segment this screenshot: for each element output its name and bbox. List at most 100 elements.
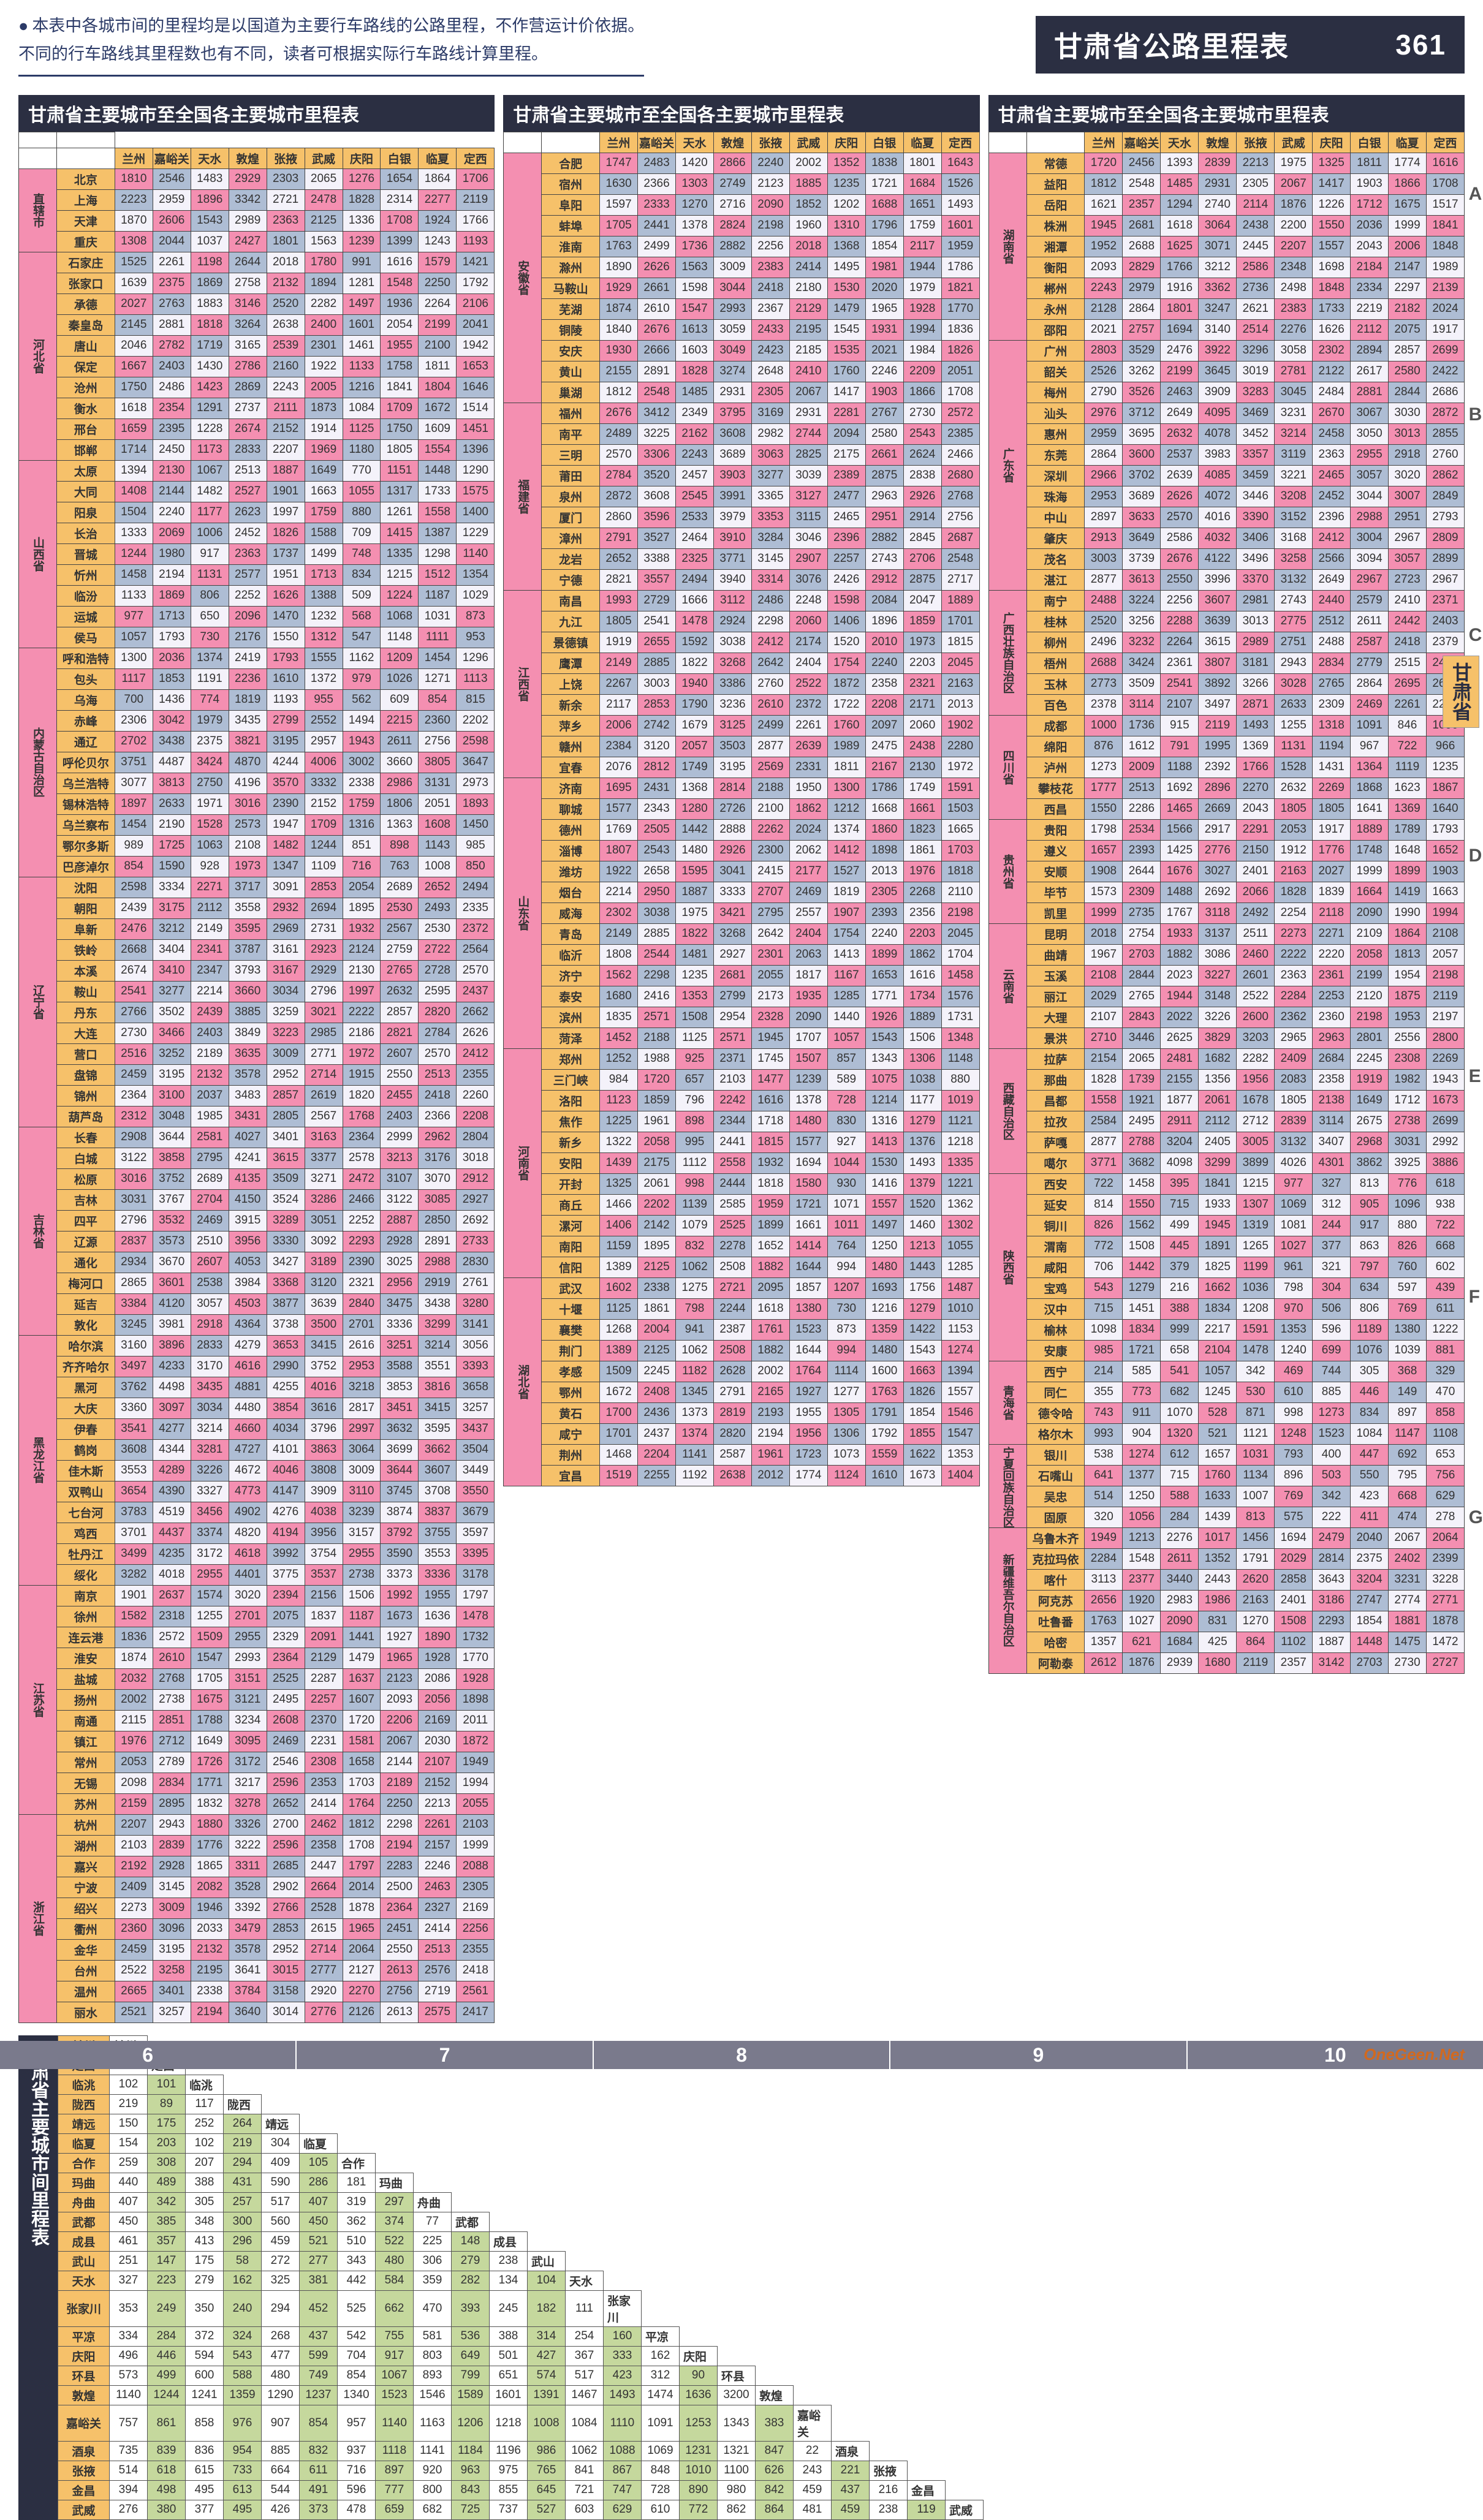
mileage-cell-t1-浙江省-台州-武威: 2777 (305, 1960, 343, 1981)
mileage-cell-t3-西藏自治区-拉萨-定西: 2269 (1426, 1048, 1464, 1069)
mileage-cell-t3-云南省-大理-临夏: 1953 (1389, 1007, 1427, 1027)
mileage-cell-t1-河北省-邢台-天水: 1228 (191, 418, 229, 439)
triangle-empty-12-9 (946, 2271, 984, 2290)
mileage-cell-t2-江西省-南昌-临夏: 2047 (903, 590, 941, 611)
mileage-cell-t1-浙江省-丽水-定西: 2417 (457, 2002, 495, 2022)
mileage-cell-t3-湖南省-益阳-白银: 1903 (1351, 173, 1389, 194)
city-label-t1-4-2: 阜新 (56, 918, 115, 939)
triangle-cell-张掖-临夏: 611 (300, 2461, 338, 2480)
mileage-cell-t3-云南省-景洪-定西: 2800 (1426, 1027, 1464, 1048)
table-row: 克拉玛依 2284 1548 2611 1352 1791 2029 2814 2375 2402… (988, 1548, 1464, 1569)
mileage-cell-t1-河北省-保定-张掖: 2160 (267, 356, 305, 377)
mileage-cell-t2-安徽省-宿州-天水: 1303 (676, 173, 714, 194)
mileage-cell-t1-黑龙江省-哈尔滨-定西: 3056 (457, 1335, 495, 1356)
mileage-cell-t3-贵州省-贵阳-嘉峪关: 2534 (1123, 819, 1161, 840)
triangle-empty-13-1 (680, 2290, 718, 2326)
mileage-cell-t1-吉林省-敦化-天水: 2918 (191, 1314, 229, 1335)
table-row: 鹰潭 2149 2885 1822 3268 2642 2404 1754 2240 2203 20… (504, 653, 979, 673)
mileage-cell-t1-黑龙江省-双鸭山-天水: 3327 (191, 1481, 229, 1502)
mileage-cell-t3-湖南省-益阳-定西: 1708 (1426, 173, 1464, 194)
mileage-cell-t1-浙江省-湖州-武威: 2358 (305, 1835, 343, 1856)
triangle-empty-3-7 (528, 2094, 566, 2114)
mileage-cell-t1-吉林省-辽源-武威: 3092 (305, 1231, 343, 1252)
mileage-cell-t1-内蒙古自治区-包头-定西: 1113 (457, 668, 495, 689)
mileage-cell-t3-广东省-广州-兰州: 2803 (1085, 340, 1123, 361)
bottom-strip-segment-7[interactable]: 7 (297, 2041, 593, 2069)
mileage-cell-t2-湖北省-十堰-白银: 1216 (865, 1298, 903, 1319)
mileage-cell-t2-安徽省-阜阳-张掖: 2090 (751, 194, 789, 215)
mileage-cell-t1-吉林省-长春-兰州: 2908 (115, 1127, 153, 1148)
mileage-cell-t2-安徽省-安庆-定西: 1826 (941, 340, 979, 361)
mileage-cell-t1-山西省-侯马-武威: 1312 (305, 627, 343, 648)
mileage-cell-t1-江苏省-扬州-武威: 2257 (305, 1689, 343, 1710)
mileage-cell-t2-安徽省-巢湖-天水: 1485 (676, 382, 714, 403)
mileage-cell-t3-陕西省-渭南-临夏: 826 (1389, 1236, 1427, 1257)
mileage-cell-t1-内蒙古自治区-呼和浩特-天水: 1374 (191, 648, 229, 668)
mileage-cell-t3-广东省-肇庆-武威: 3168 (1275, 528, 1313, 548)
mileage-cell-t1-黑龙江省-牡丹江-兰州: 3499 (115, 1543, 153, 1564)
mileage-cell-t1-山西省-侯马-定西: 953 (457, 627, 495, 648)
mileage-cell-t3-云南省-景洪-武威: 2965 (1275, 1027, 1313, 1048)
mileage-cell-t1-辽宁省-铁岭-武威: 2923 (305, 939, 343, 960)
bottom-strip-segment-8[interactable]: 8 (594, 2041, 890, 2069)
mileage-cell-t3-广东省-湛江-定西: 2967 (1426, 569, 1464, 590)
table-row: 永州 2128 2864 1801 3247 2621 2383 1733 2219 2182 20… (988, 298, 1464, 319)
province-label-t3-1: 广东省 (988, 340, 1026, 590)
city-label-t1-8-4: 绍兴 (56, 1898, 115, 1918)
mileage-cell-t1-河北省-张家口-庆阳: 1281 (343, 273, 381, 293)
mileage-cell-t1-黑龙江省-牡丹江-张掖: 3992 (267, 1543, 305, 1564)
mileage-cell-t1-山西省-晋城-定西: 1140 (457, 543, 495, 564)
mileage-cell-t1-江苏省-徐州-白银: 1673 (381, 1606, 419, 1627)
city-label-t2-0-1: 宿州 (542, 173, 600, 194)
mileage-cell-t3-贵州省-贵阳-庆阳: 1917 (1313, 819, 1351, 840)
triangle-empty-18-2 (908, 2405, 946, 2441)
city-label-t2-2-6: 萍乡 (542, 715, 600, 736)
mileage-cell-t2-山东省-青岛-天水: 1822 (676, 923, 714, 944)
mileage-cell-t2-安徽省-铜陵-兰州: 1840 (600, 319, 638, 340)
bottom-strip-segment-9[interactable]: 9 (890, 2041, 1187, 2069)
mileage-cell-t3-云南省-曲靖-张掖: 2460 (1237, 944, 1275, 965)
mileage-cell-t1-河北省-秦皇岛-武威: 2400 (305, 314, 343, 335)
mileage-cell-t1-江苏省-无锡-白银: 2189 (381, 1773, 419, 1793)
table-row: 安康 985 1721 658 2104 1478 1240 699 1076 1039 881 (988, 1340, 1464, 1361)
mileage-cell-t1-黑龙江省-佳木斯-临夏: 3607 (419, 1460, 457, 1481)
triangle-cell-张掖-定西: 618 (148, 2461, 186, 2480)
mileage-cell-t3-青海省-西宁-嘉峪关: 585 (1123, 1361, 1161, 1382)
mileage-cell-t1-辽宁省-锦州-张掖: 2857 (267, 1085, 305, 1106)
mileage-cell-t1-辽宁省-铁岭-天水: 2341 (191, 939, 229, 960)
mileage-cell-t2-湖北省-咸宁-天水: 1374 (676, 1423, 714, 1444)
mileage-cell-t3-陕西省-汉中-天水: 388 (1161, 1298, 1199, 1319)
triangle-empty-8-0 (452, 2192, 490, 2212)
triangle-empty-8-8 (756, 2192, 794, 2212)
triangle-empty-7-7 (680, 2173, 718, 2192)
mileage-cell-t1-江苏省-淮安-敦煌: 2993 (229, 1648, 267, 1668)
mileage-cell-t2-福建省-厦门-天水: 2533 (676, 507, 714, 528)
table-row: 淄博 1807 2543 1480 2926 2300 2062 1412 1898 1861 17… (504, 840, 979, 861)
bottom-strip-segment-6[interactable]: 6 (0, 2041, 297, 2069)
mileage-cell-t2-山东省-菏泽-张掖: 1945 (751, 1027, 789, 1048)
mileage-cell-t1-浙江省-金华-武威: 2714 (305, 1939, 343, 1960)
mileage-cell-t1-辽宁省-营口-张掖: 3009 (267, 1043, 305, 1064)
mileage-cell-t2-河南省-焦作-白银: 1316 (865, 1111, 903, 1132)
mileage-cell-t1-黑龙江省-大庆-定西: 3257 (457, 1398, 495, 1418)
mileage-cell-t1-江苏省-无锡-张掖: 2596 (267, 1773, 305, 1793)
mileage-cell-t1-内蒙古自治区-呼伦贝尔-兰州: 3751 (115, 752, 153, 773)
triangle-cell-平凉-天水: 254 (566, 2326, 604, 2346)
mileage-cell-t2-福建省-厦门-嘉峪关: 3596 (638, 507, 676, 528)
mileage-cell-t1-内蒙古自治区-鄂尔多斯-武威: 1244 (305, 835, 343, 856)
mileage-cell-t2-湖北省-武汉-临夏: 1756 (903, 1277, 941, 1298)
table-row: 绍兴 2273 3009 1946 3392 2766 2528 1878 2364 2327 21… (19, 1898, 495, 1918)
triangle-empty-9-7 (756, 2212, 794, 2231)
mileage-cell-t3-广东省-茂名-白银: 3094 (1351, 548, 1389, 569)
mileage-cell-t3-陕西省-延安-嘉峪关: 1550 (1123, 1194, 1161, 1215)
triangle-cell-庆阳-武山: 427 (528, 2346, 566, 2366)
mileage-cell-t1-浙江省-金华-临夏: 2513 (419, 1939, 457, 1960)
triangle-cell-武威-兰州: 276 (110, 2500, 148, 2519)
city-label-t1-8-1: 湖州 (56, 1835, 115, 1856)
mileage-cell-t3-陕西省-延安-张掖: 1307 (1237, 1194, 1275, 1215)
table-row: 丽江 2029 2765 1944 3148 2522 2284 2253 2120 1875 21… (988, 986, 1464, 1007)
mileage-cell-t2-山东省-济宁-白银: 1653 (865, 965, 903, 986)
triangle-table-row: 成县 461 357 413 296 459 521 510 522 225 148 成县 (58, 2231, 984, 2251)
mileage-cell-t3-新疆维吾尔自治区-哈密-嘉峪关: 621 (1123, 1632, 1161, 1652)
mileage-cell-t3-湖南省-永州-临夏: 2182 (1389, 298, 1427, 319)
